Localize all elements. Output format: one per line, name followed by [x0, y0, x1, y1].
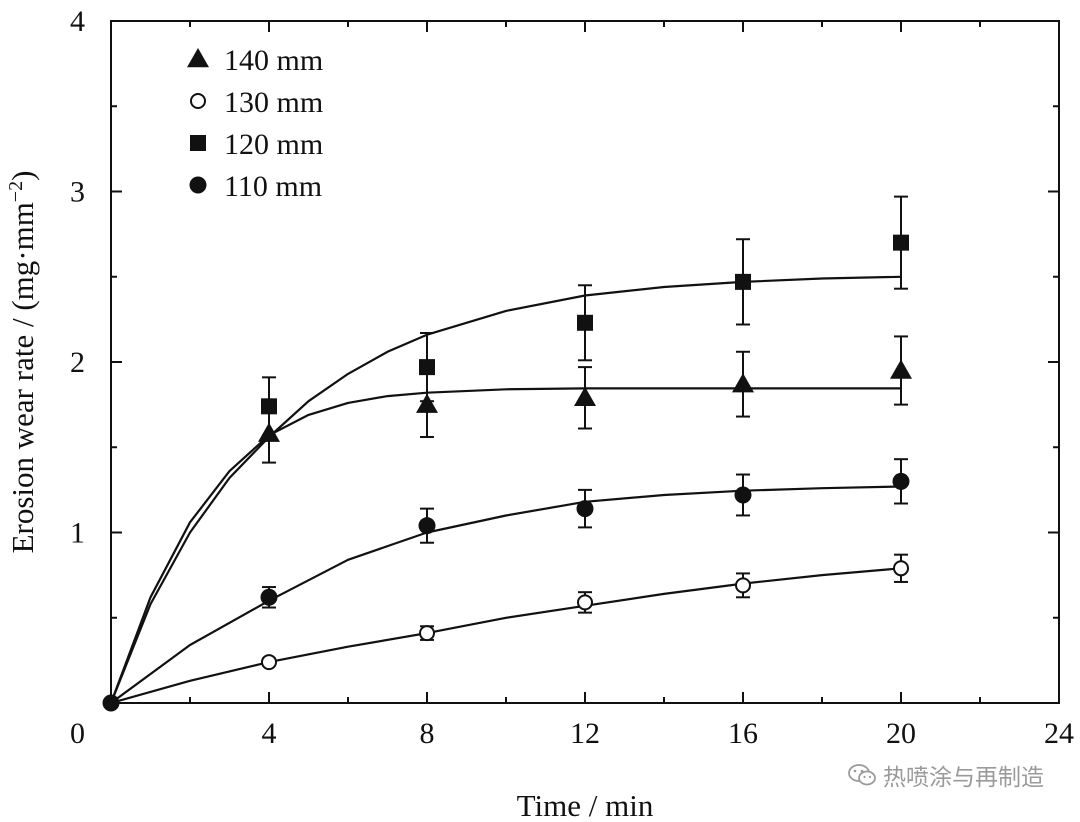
fit-curve [110, 567, 902, 705]
wechat-icon [848, 764, 876, 786]
x-axis-title: Time / min [517, 788, 654, 822]
data-point [574, 386, 596, 407]
data-point [261, 398, 277, 415]
data-point [577, 594, 593, 611]
legend-label: 140 mm [224, 44, 323, 77]
origin-tick-label: 0 [70, 717, 85, 750]
x-tick-label: 16 [728, 717, 758, 750]
data-markers [102, 234, 912, 712]
data-point [419, 625, 435, 642]
y-axis-title-close: ) [5, 171, 40, 181]
x-tick-label: 24 [1044, 717, 1074, 750]
data-point [735, 577, 751, 594]
data-point [419, 359, 435, 376]
y-tick-label: 4 [70, 5, 85, 38]
data-point [893, 234, 909, 251]
y-axis-title-main: Erosion wear rate / (mg·mm [5, 202, 40, 553]
watermark: 热喷涂与再制造 [847, 758, 1044, 792]
data-point [418, 517, 436, 535]
data-point [892, 472, 910, 490]
y-axis-title-superscript: −2 [5, 181, 27, 202]
x-tick-label: 20 [886, 717, 916, 750]
data-point [890, 359, 912, 379]
legend-label: 110 mm [224, 170, 322, 203]
origin-point [102, 694, 120, 712]
x-tick-label: 4 [262, 717, 277, 750]
y-tick-label: 2 [70, 346, 85, 379]
x-tick-label: 8 [420, 717, 435, 750]
fit-curve [109, 387, 901, 704]
data-point [261, 654, 277, 671]
fit-curves [109, 275, 902, 705]
legend-label: 120 mm [224, 128, 323, 161]
error-bars [262, 195, 908, 667]
legend-marker [187, 48, 209, 68]
data-point [734, 486, 752, 504]
legend-marker [190, 93, 206, 109]
fit-curve [109, 275, 902, 704]
legend-marker [190, 135, 206, 151]
data-point [732, 373, 754, 393]
x-tick-label: 12 [570, 717, 600, 750]
data-point [260, 588, 278, 606]
y-tick-label: 1 [70, 517, 85, 550]
data-point [893, 560, 909, 577]
axis-ticks [111, 21, 1059, 703]
watermark-text: 热喷涂与再制造 [883, 765, 1044, 791]
fit-curve [110, 485, 902, 704]
legend-label: 130 mm [224, 86, 323, 119]
data-point [416, 393, 438, 413]
data-point [577, 314, 593, 331]
y-tick-label: 3 [70, 176, 85, 209]
legend: 140 mm 130 mm 120 mm 110 mm [187, 44, 323, 203]
data-point [258, 422, 280, 442]
data-point [735, 273, 751, 290]
data-point [576, 500, 594, 518]
legend-marker [189, 176, 207, 194]
y-axis-title: Erosion wear rate / (mg·mm−2) [5, 171, 40, 554]
